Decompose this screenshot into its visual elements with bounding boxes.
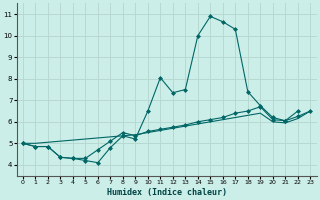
X-axis label: Humidex (Indice chaleur): Humidex (Indice chaleur) (107, 188, 227, 197)
